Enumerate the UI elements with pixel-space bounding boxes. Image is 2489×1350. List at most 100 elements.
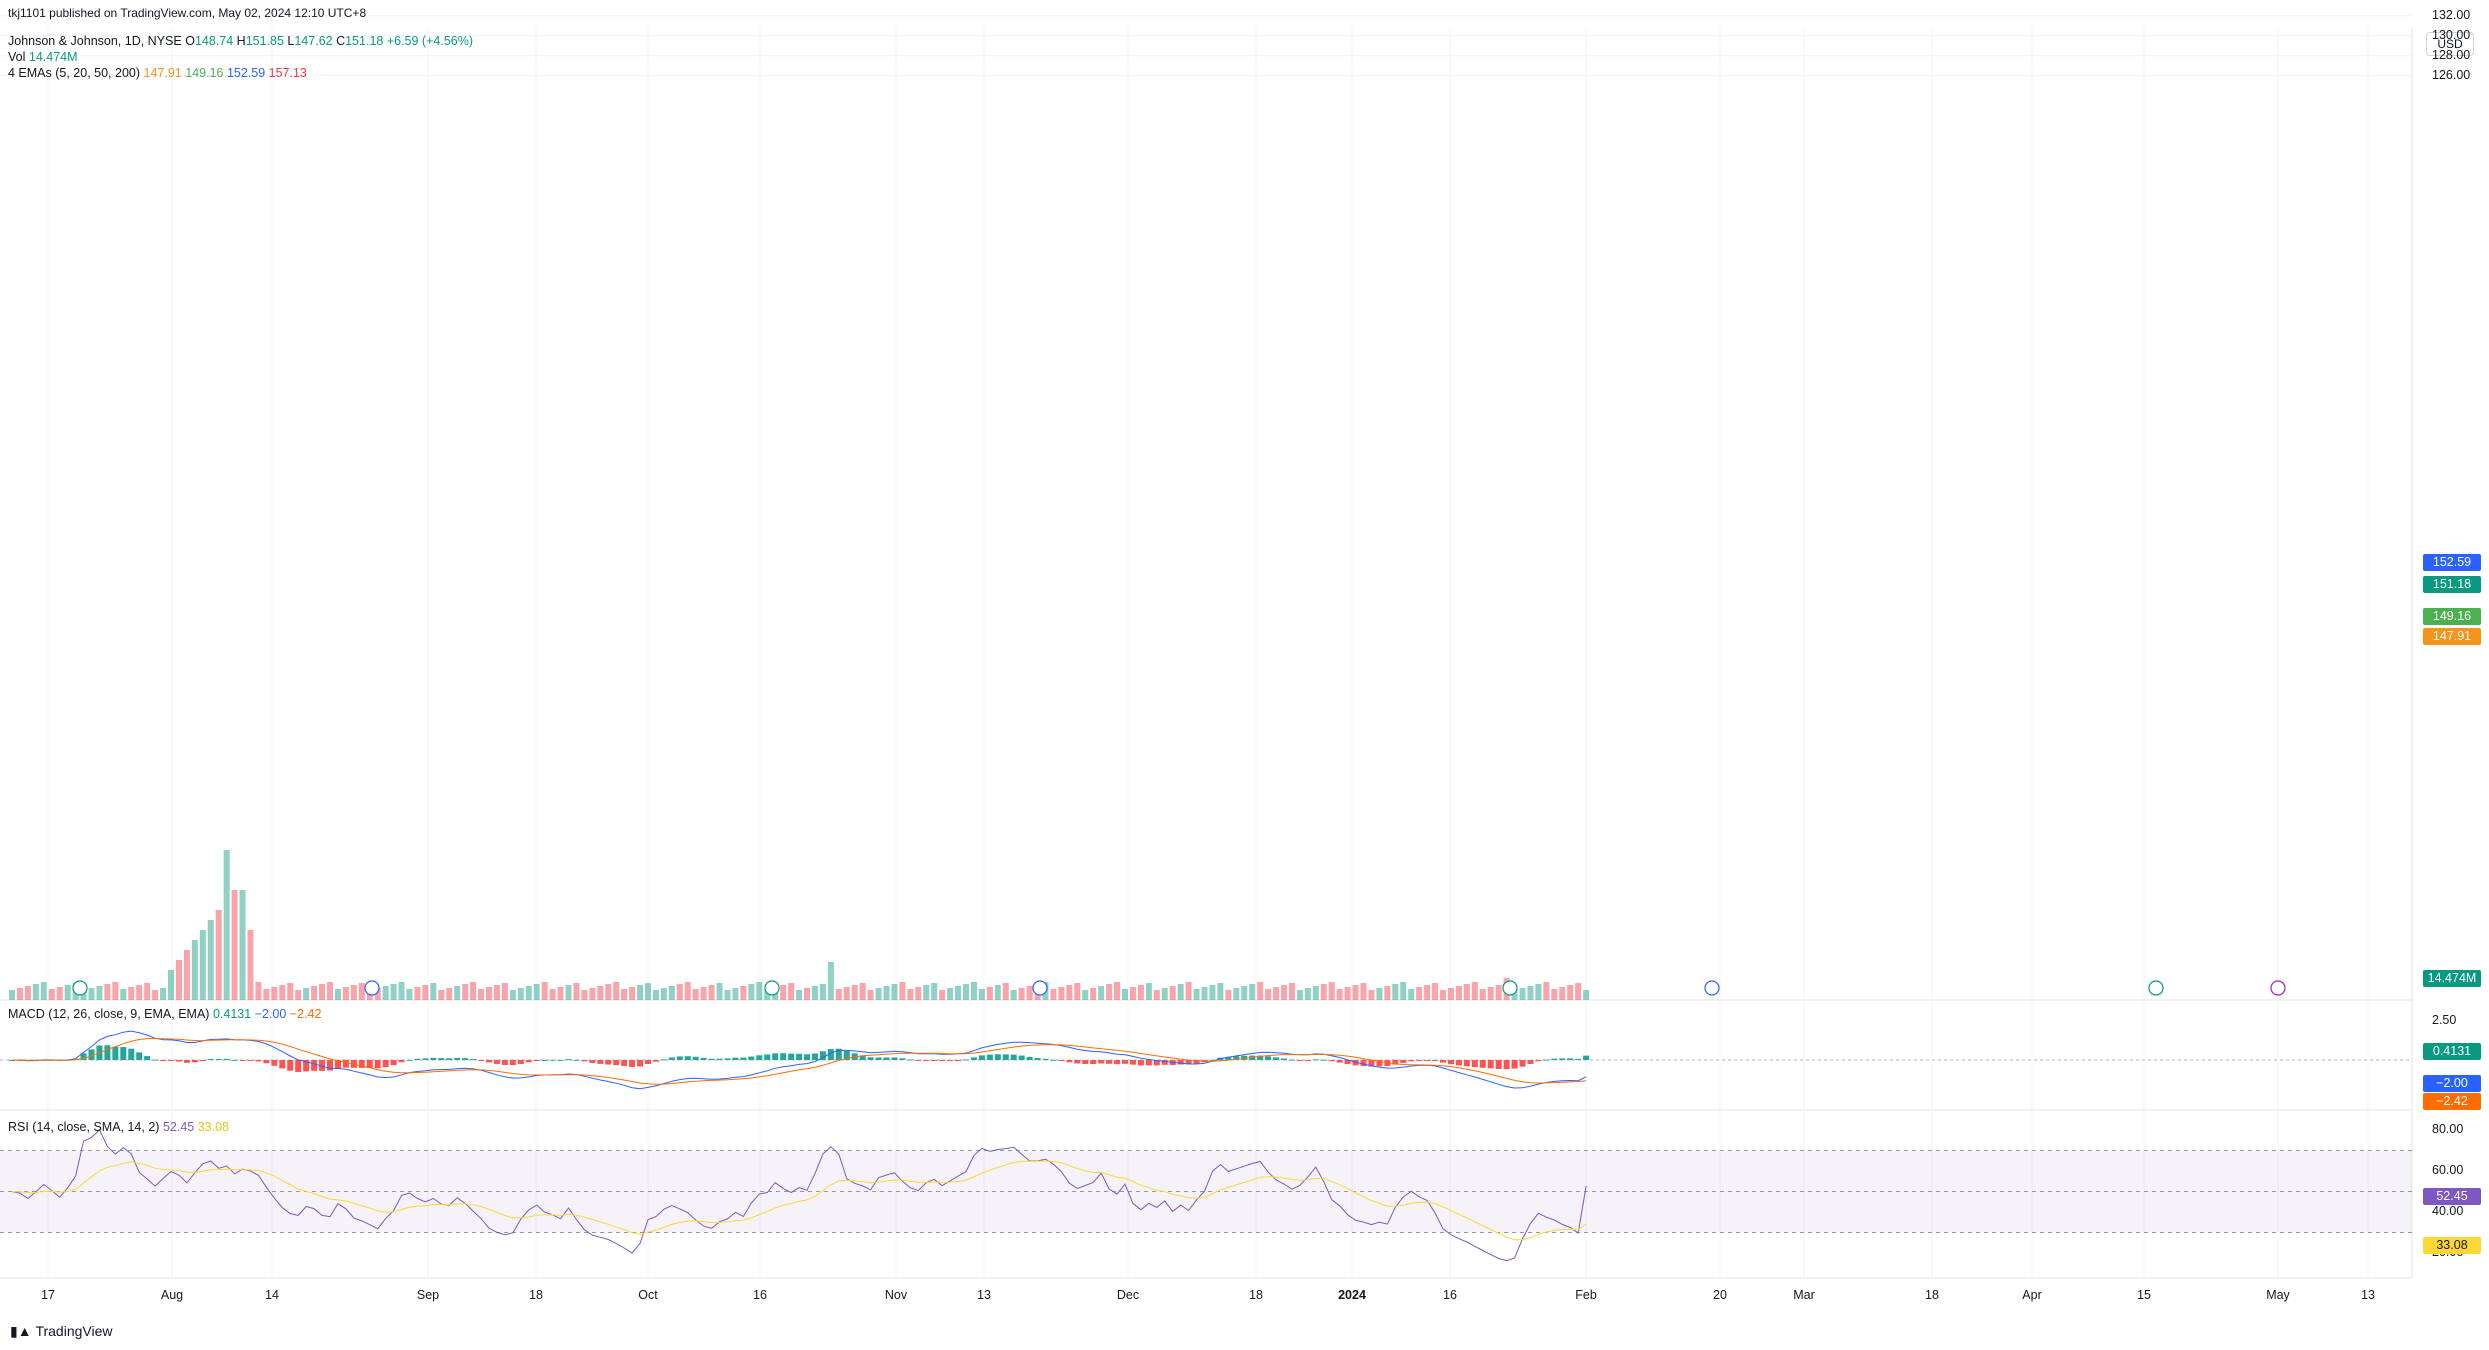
volume-bar xyxy=(374,988,381,1000)
rsi-ma-line xyxy=(11,1160,1587,1241)
macd-histogram-bar xyxy=(104,1045,111,1060)
macd-histogram-bar xyxy=(875,1057,882,1060)
volume-bar xyxy=(851,985,858,1000)
macd-histogram-bar xyxy=(804,1054,810,1060)
macd-histogram-bar xyxy=(811,1053,818,1060)
macd-histogram-bar xyxy=(128,1048,135,1060)
volume-badge: 14.474M xyxy=(2423,970,2481,987)
volume-bar xyxy=(907,989,914,1000)
volume-bar xyxy=(414,987,421,1000)
macd-line-value: −2.00 xyxy=(254,1007,287,1021)
price-badge: 151.18 xyxy=(2423,576,2481,593)
time-tick: Aug xyxy=(160,1288,184,1302)
volume-bar xyxy=(835,989,842,1000)
volume-bar xyxy=(144,983,151,1000)
volume-bar xyxy=(939,990,946,1000)
time-tick: 16 xyxy=(1443,1288,1457,1302)
macd-histogram-bar xyxy=(1137,1060,1144,1066)
volume-bar xyxy=(859,983,866,1000)
volume-bar xyxy=(422,985,429,1000)
volume-bar xyxy=(327,982,333,1000)
volume-bar xyxy=(64,985,71,1000)
macd-histogram-bar xyxy=(287,1060,294,1071)
rsi-pane xyxy=(0,1128,2412,1262)
macd-histogram-bar xyxy=(1098,1060,1105,1064)
volume-bar xyxy=(621,989,628,1000)
macd-histogram-bar xyxy=(414,1058,421,1060)
macd-histogram-bar xyxy=(1153,1060,1160,1066)
macd-histogram-bar xyxy=(970,1057,977,1060)
macd-histogram-bar xyxy=(1026,1056,1033,1060)
volume-bar xyxy=(1336,989,1343,1000)
macd-histogram-bar xyxy=(1066,1060,1073,1063)
volume-bar xyxy=(1153,990,1160,1000)
volume-bar xyxy=(867,990,874,1000)
macd-histogram-bar xyxy=(1455,1060,1462,1066)
macd-histogram-bar xyxy=(1432,1060,1439,1061)
volume-bar xyxy=(819,984,826,1000)
volume-bar xyxy=(613,982,620,1000)
volume-bar xyxy=(311,986,318,1000)
volume-bar xyxy=(1400,982,1407,1000)
macd-histogram-bar xyxy=(1487,1060,1494,1069)
volume-bar xyxy=(1209,985,1216,1000)
volume-bar xyxy=(1050,989,1057,1000)
macd-histogram-bar xyxy=(652,1060,659,1062)
volume-bar xyxy=(756,982,763,1000)
volume-bar xyxy=(557,987,564,1000)
volume-bar xyxy=(493,985,500,1000)
macd-histogram-bar xyxy=(676,1056,683,1060)
macd-histogram-bar xyxy=(1265,1056,1272,1060)
event-marker xyxy=(364,980,380,996)
macd-histogram-bar xyxy=(1543,1059,1550,1061)
volume-bar xyxy=(1217,983,1224,1000)
macd-histogram-bar xyxy=(430,1057,437,1060)
macd-histogram-bar xyxy=(700,1057,707,1060)
macd-histogram-bar xyxy=(1058,1060,1065,1061)
volume-bar xyxy=(1583,990,1590,1000)
volume-bar xyxy=(1447,988,1454,1000)
volume-bar xyxy=(152,990,159,1000)
volume-bar xyxy=(517,988,524,1000)
volume-bar xyxy=(303,988,310,1000)
volume-bar xyxy=(438,990,445,1000)
macd-histogram-bar xyxy=(80,1053,87,1060)
rsi-value: 52.45 xyxy=(162,1120,195,1134)
volume-bar xyxy=(541,982,548,1000)
symbol-name: Johnson & Johnson, 1D, NYSE xyxy=(8,34,182,48)
macd-histogram-bar xyxy=(891,1057,898,1060)
macd-histogram-bar xyxy=(1352,1060,1359,1066)
macd-histogram-bar xyxy=(931,1060,938,1061)
macd-histogram-bar xyxy=(517,1060,524,1064)
volume-bar xyxy=(350,985,357,1000)
macd-histogram-bar xyxy=(835,1048,842,1060)
event-markers xyxy=(72,980,2286,996)
ema5-value: 147.91 xyxy=(143,66,182,80)
volume-bar xyxy=(175,960,182,1000)
macd-histogram-bar xyxy=(589,1060,596,1063)
volume-bar xyxy=(1551,989,1558,1000)
volume-bar xyxy=(1408,989,1415,1000)
publisher-line: tkj1101 published on TradingView.com, Ma… xyxy=(8,6,367,20)
tv-logo-icon: ▮▲ xyxy=(10,1323,36,1339)
volume-bar xyxy=(899,982,906,1000)
volume-bar xyxy=(915,987,922,1000)
volume-bar xyxy=(668,986,675,1000)
macd-histogram-bar xyxy=(1122,1060,1128,1064)
volume-bar xyxy=(1360,983,1367,1000)
macd-histogram-bar xyxy=(724,1058,731,1060)
macd-histogram-bar xyxy=(748,1056,755,1060)
macd-histogram-bar xyxy=(1559,1058,1566,1060)
currency-button[interactable]: USD xyxy=(2426,32,2474,56)
volume-bar xyxy=(446,988,453,1000)
volume-bar xyxy=(1122,989,1128,1000)
volume-bar xyxy=(48,989,55,1000)
volume-bar xyxy=(1288,983,1295,1000)
macd-tick: 2.50 xyxy=(2432,1013,2457,1027)
volume-value: 14.474M xyxy=(28,50,78,64)
macd-histogram-bar xyxy=(1336,1060,1343,1063)
macd-histogram-bar xyxy=(1527,1060,1534,1064)
event-marker xyxy=(1502,980,1518,996)
macd-histogram-bar xyxy=(780,1053,787,1060)
volume-bar xyxy=(104,984,111,1000)
